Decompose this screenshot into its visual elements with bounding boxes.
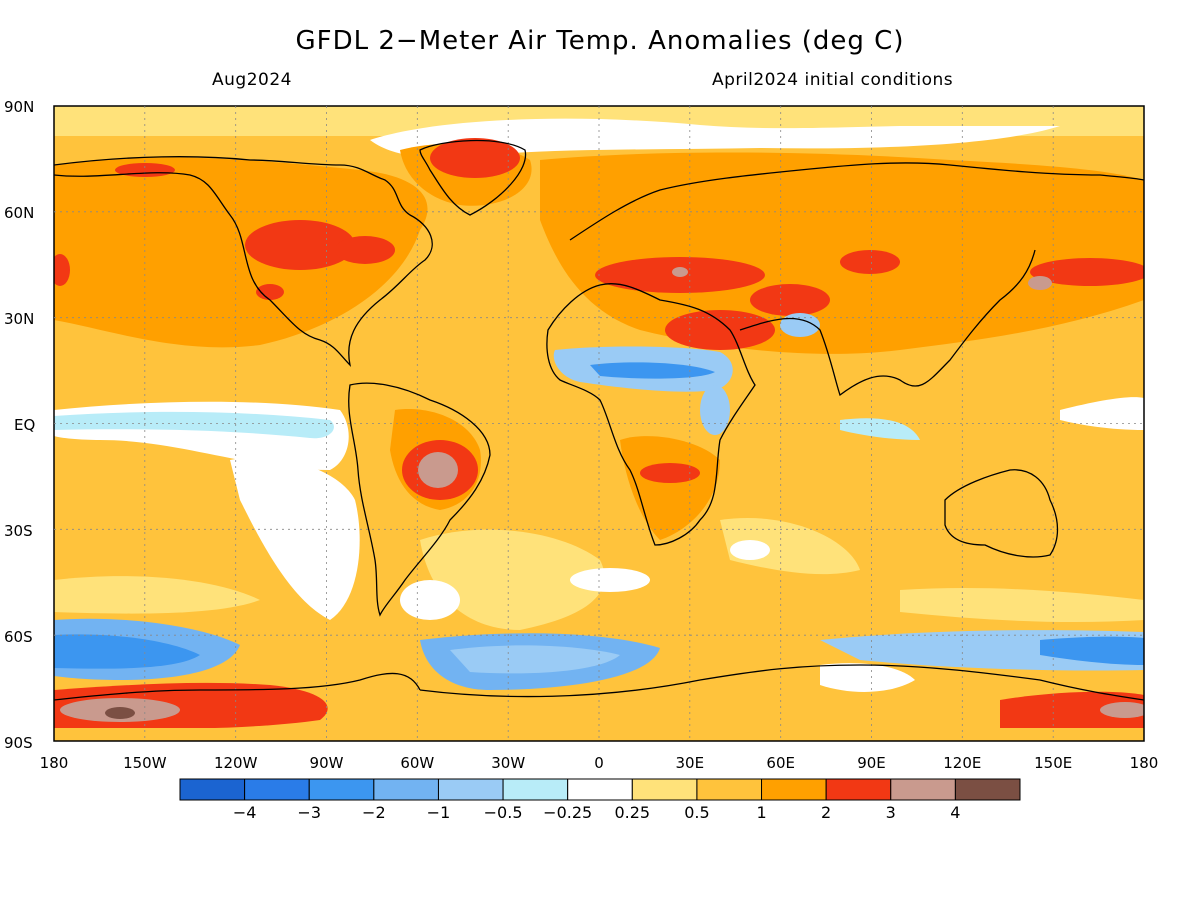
colorbar-swatch <box>890 778 956 801</box>
longitude-labels: 180 150W 120W 90W 60W 30W 0 30E 60E 90E … <box>40 754 1159 772</box>
coastlines <box>54 139 1144 701</box>
colorbar-label: −2 <box>362 803 386 822</box>
colorbar-label: −1 <box>427 803 451 822</box>
colorbar-swatch <box>954 778 1021 801</box>
lon-label: 180 <box>1130 754 1159 772</box>
colorbar-label: 0.5 <box>684 803 709 822</box>
lat-label: 90S <box>4 734 33 752</box>
colorbar-swatch <box>244 778 310 801</box>
colorbar: −4 −3 −2 −1 −0.5 −0.25 0.25 0.5 1 2 3 4 <box>179 778 1021 822</box>
colorbar-label: 2 <box>821 803 831 822</box>
lon-label: 60E <box>766 754 795 772</box>
colorbar-swatch <box>437 778 504 801</box>
colorbar-label: −3 <box>297 803 321 822</box>
colorbar-label: −4 <box>233 803 257 822</box>
lat-label: 90N <box>4 98 34 116</box>
colorbar-swatch <box>502 778 569 801</box>
colorbar-label: 4 <box>950 803 960 822</box>
map-title: GFDL 2−Meter Air Temp. Anomalies (deg C) <box>295 26 905 56</box>
forecast-month: Aug2024 <box>212 70 292 90</box>
colorbar-swatch <box>696 778 763 801</box>
lat-label: 60S <box>4 628 33 646</box>
colorbar-label: 1 <box>756 803 766 822</box>
lon-label: 30E <box>676 754 705 772</box>
latitude-labels: 90N 60N 30N EQ 30S 60S 90S <box>4 98 35 752</box>
colorbar-swatch <box>631 778 698 801</box>
lon-label: 150W <box>123 754 167 772</box>
colorbar-label: −0.25 <box>543 803 592 822</box>
colorbar-label: 3 <box>886 803 896 822</box>
colorbar-label: −0.5 <box>484 803 523 822</box>
lat-label: 60N <box>4 204 34 222</box>
lon-label: 60W <box>400 754 434 772</box>
lon-label: 30W <box>491 754 525 772</box>
colorbar-swatch <box>761 778 827 801</box>
lon-label: 180 <box>40 754 69 772</box>
colorbar-swatch <box>567 778 633 801</box>
initial-conditions: April2024 initial conditions <box>712 70 954 90</box>
colorbar-swatch <box>373 778 439 801</box>
lon-label: 90E <box>857 754 886 772</box>
lon-label: 0 <box>594 754 604 772</box>
lon-label: 120E <box>943 754 981 772</box>
colorbar-label: 0.25 <box>614 803 650 822</box>
lat-label: 30S <box>4 522 33 540</box>
lat-label: EQ <box>14 416 35 434</box>
lon-label: 150E <box>1034 754 1072 772</box>
colorbar-swatch <box>825 778 892 801</box>
graticule <box>54 106 1144 741</box>
colorbar-swatch <box>179 778 246 801</box>
lon-label: 90W <box>310 754 344 772</box>
lat-label: 30N <box>4 310 34 328</box>
lon-label: 120W <box>214 754 258 772</box>
colorbar-swatch <box>308 778 375 801</box>
